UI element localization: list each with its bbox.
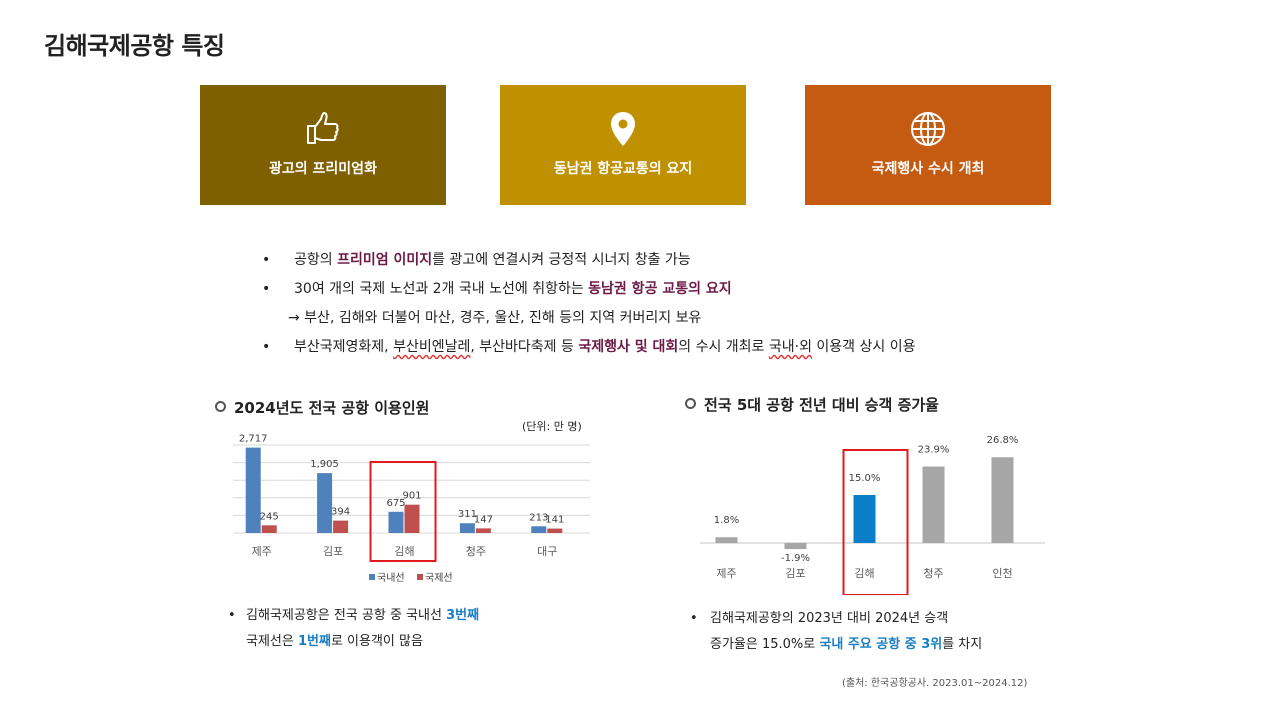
bar (715, 537, 738, 543)
category-label: 인천 (992, 566, 1012, 580)
bar-국내선 (531, 526, 547, 533)
location-pin-icon (500, 109, 746, 149)
left-note: • 김해국제공항은 전국 공항 중 국내선 3번째 국제선은 1번째로 이용객이 … (228, 608, 480, 649)
thumbs-up-icon (200, 109, 446, 149)
bullet-item: • 부산국제영화제, 부산비엔날레, 부산바다축제 등 국제행사 및 대회의 수시… (262, 339, 916, 355)
data-label: 675 (386, 498, 405, 509)
feature-card-international-events: 국제행사 수시 개최 (805, 85, 1051, 205)
bar-국내선 (388, 511, 404, 533)
category-label: 김포 (785, 567, 805, 580)
category-label: 청주 (466, 545, 486, 558)
bar-국내선 (245, 447, 261, 533)
highlight-box (369, 461, 437, 562)
growth-rate-bar-chart: 1.8% 제주 -1.9% 김포 15.0% 김해 23.9% 청주 26.8% 인천 (700, 435, 1045, 595)
bar-국제선 (475, 528, 491, 533)
data-label: 26.8% (987, 435, 1019, 446)
source-note: (출처: 한국공항공사. 2023.01~2024.12) (842, 678, 1028, 689)
highlight-box (842, 449, 909, 595)
data-label: 1,905 (310, 459, 339, 470)
card-label: 동남권 항공교통의 요지 (553, 161, 693, 177)
bullet-item: • 공항의 프리미엄 이미지를 광고에 연결시켜 긍정적 시너지 창출 가능 (262, 252, 691, 268)
data-label: 147 (474, 514, 493, 525)
data-label: 141 (545, 515, 564, 526)
data-label: 23.9% (918, 445, 950, 456)
category-label: 제주 (252, 545, 272, 558)
bar (853, 495, 876, 543)
card-label: 광고의 프리미엄화 (269, 161, 377, 177)
category-label: 김포 (323, 545, 343, 558)
category-label: 청주 (923, 567, 943, 580)
bar-국제선 (333, 520, 349, 533)
feature-card-transport-hub: 동남권 항공교통의 요지 (500, 85, 746, 205)
feature-bullet-list: • 공항의 프리미엄 이미지를 광고에 연결시켜 긍정적 시너지 창출 가능 • 3… (262, 246, 915, 362)
unit-label: (단위: 만 명) (522, 420, 582, 433)
legend-swatch (369, 574, 375, 580)
data-label: 1.8% (714, 515, 739, 526)
bullet-subitem: → 부산, 김해와 더불어 마산, 경주, 울산, 진해 등의 지역 커버리지 … (288, 310, 702, 326)
data-label: 2,717 (239, 434, 268, 445)
card-label: 국제행사 수시 개최 (871, 161, 985, 177)
data-label: 245 (260, 511, 279, 522)
bar-국제선 (547, 528, 563, 533)
bar-국제선 (404, 504, 420, 533)
left-chart-heading: 2024년도 전국 공항 이용인원 (215, 397, 429, 418)
bullet-circle-icon (215, 401, 226, 412)
bullet-circle-icon (685, 398, 696, 409)
bullet-item: • 30여 개의 국제 노선과 2개 국내 노선에 취항하는 동남권 항공 교통의… (262, 281, 732, 297)
bar-국내선 (459, 523, 475, 533)
page-title: 김해국제공항 특징 (44, 32, 225, 60)
bar-국내선 (317, 473, 333, 533)
data-label: 15.0% (849, 473, 881, 484)
right-note: • 김해국제공항의 2023년 대비 2024년 승객 증가율은 15.0%로 국… (690, 611, 983, 652)
category-label: 김해 (854, 566, 874, 580)
feature-card-premium: 광고의 프리미엄화 (200, 85, 446, 205)
data-label: 394 (331, 507, 350, 518)
globe-icon (805, 109, 1051, 149)
bar (991, 457, 1014, 543)
data-label: 213 (529, 512, 548, 523)
bar-국제선 (261, 525, 277, 533)
category-label: 김해 (394, 544, 414, 558)
category-label: 제주 (716, 567, 736, 580)
legend-label: 국내선 (377, 572, 405, 584)
data-label: 311 (458, 509, 477, 520)
data-label: -1.9% (781, 553, 810, 564)
category-label: 대구 (537, 545, 557, 558)
legend-swatch (417, 574, 423, 580)
bar (784, 543, 807, 550)
legend-label: 국제선 (425, 572, 453, 584)
bar (922, 466, 945, 543)
right-chart-heading: 전국 5대 공항 전년 대비 승객 증가율 (685, 394, 939, 415)
data-label: 901 (402, 491, 421, 502)
